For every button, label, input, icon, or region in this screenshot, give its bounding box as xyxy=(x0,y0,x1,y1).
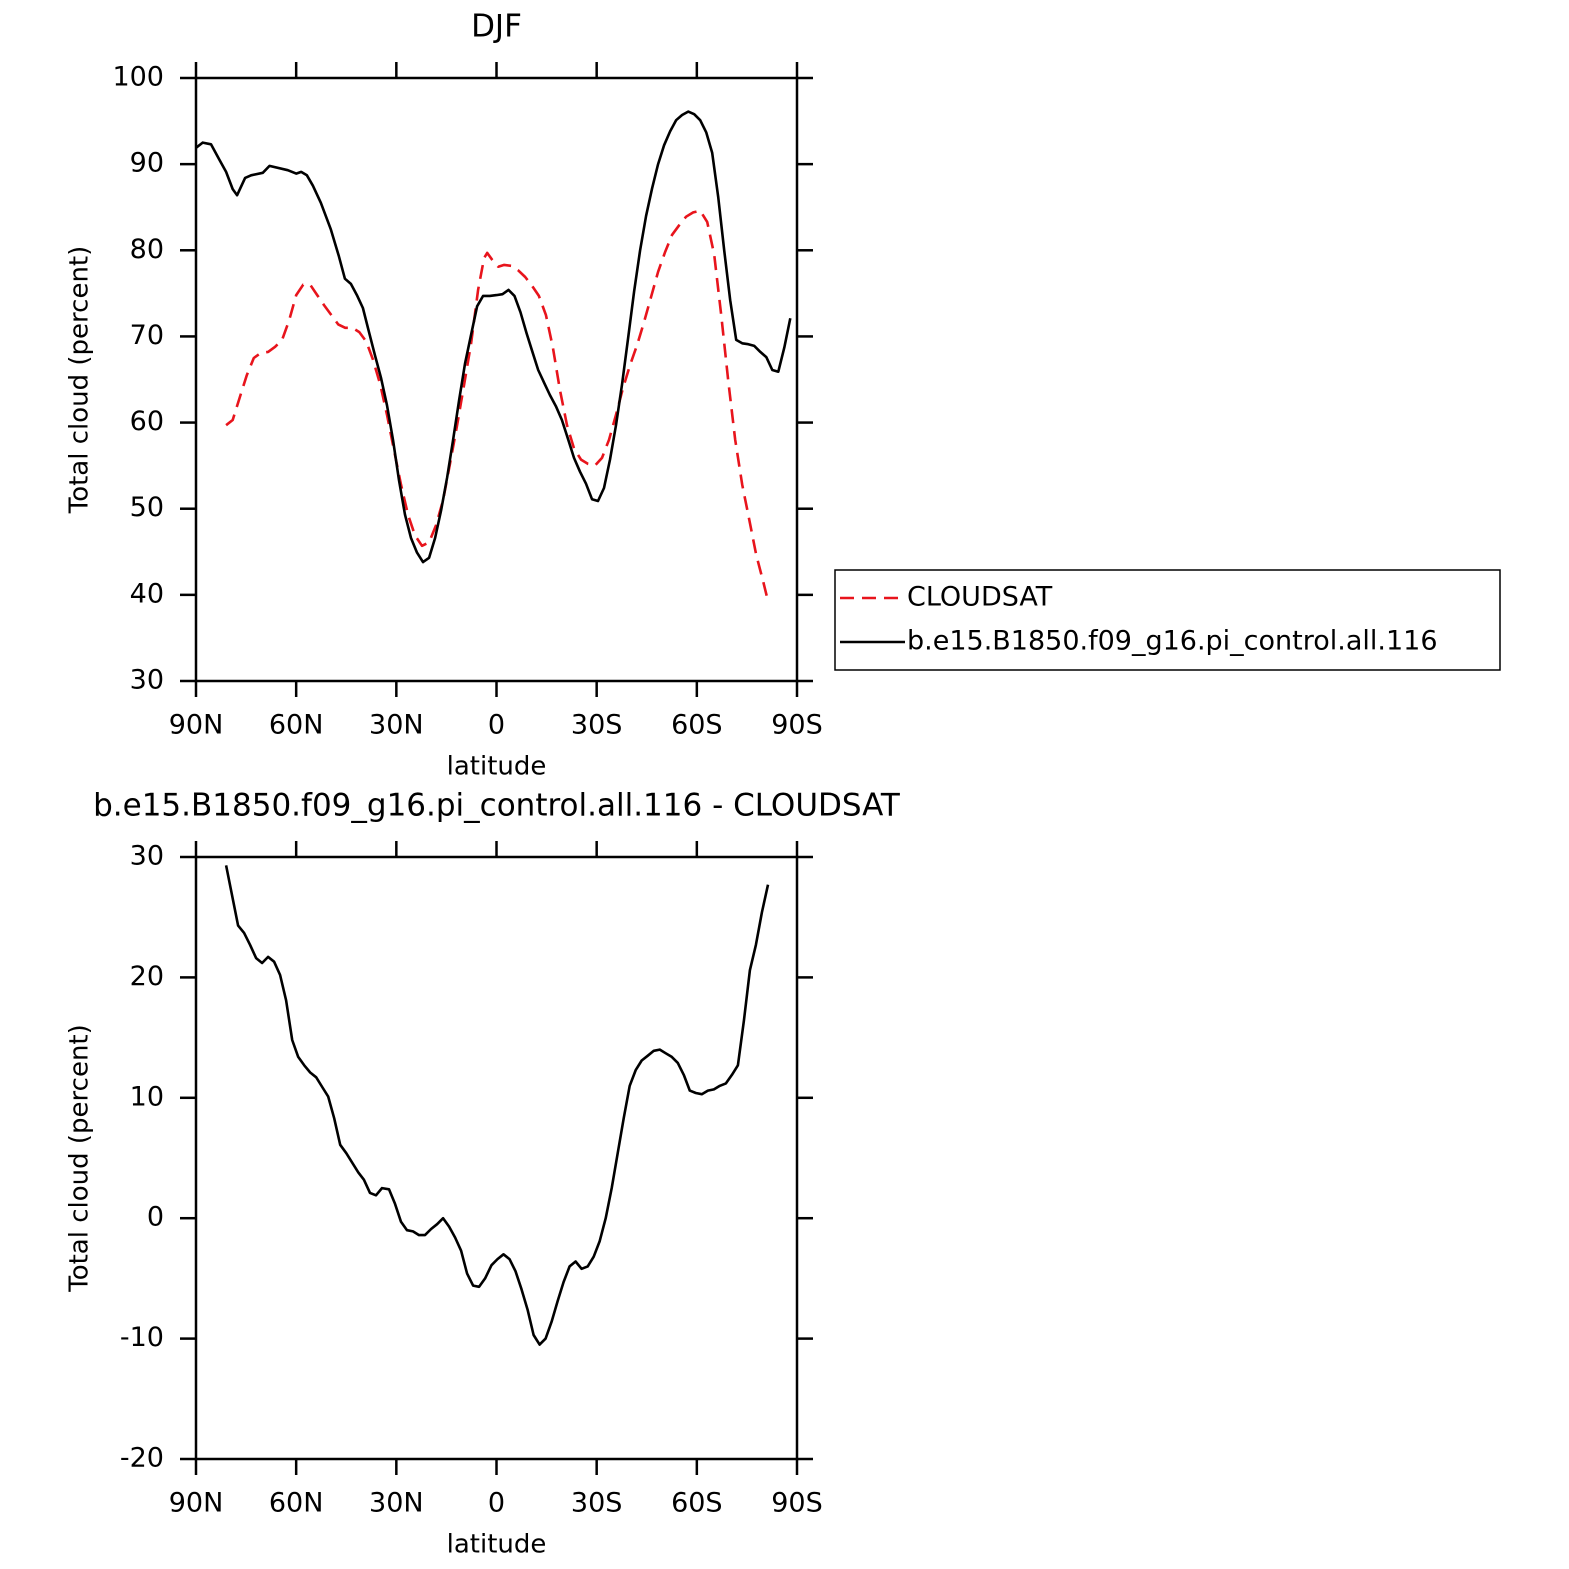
y-tick-label: 20 xyxy=(130,961,164,992)
legend-box xyxy=(834,569,1501,671)
y-tick-label: 70 xyxy=(130,320,164,351)
legend-label: b.e15.B1850.f09_g16.pi_control.all.116 xyxy=(907,626,1438,657)
data-line xyxy=(195,110,792,564)
chart-title: b.e15.B1850.f09_g16.pi_control.all.116 -… xyxy=(93,788,901,824)
data-line xyxy=(224,865,770,1346)
y-tick-label: 10 xyxy=(130,1081,164,1112)
y-tick-label: 0 xyxy=(147,1202,164,1233)
x-tick-label: 60S xyxy=(671,1488,723,1519)
y-tick-label: 80 xyxy=(130,234,164,265)
plot-frame xyxy=(194,855,799,1461)
x-tick-label: 60S xyxy=(671,710,723,741)
y-tick-label: 30 xyxy=(130,841,164,872)
x-tick-label: 30N xyxy=(369,1488,424,1519)
x-tick-label: 60N xyxy=(269,710,324,741)
x-tick-label: 30S xyxy=(571,710,623,741)
plot-frame xyxy=(194,76,799,683)
y-axis-label: Total cloud (percent) xyxy=(65,1024,95,1293)
chart-title: DJF xyxy=(471,9,522,45)
x-axis-label: latitude xyxy=(447,752,547,782)
x-axis-label: latitude xyxy=(447,1530,547,1560)
y-tick-label: -20 xyxy=(120,1443,164,1474)
y-tick-label: 90 xyxy=(130,148,164,179)
x-tick-label: 60N xyxy=(269,1488,324,1519)
data-line xyxy=(225,209,769,599)
y-tick-label: 30 xyxy=(130,665,164,696)
y-tick-label: 60 xyxy=(130,406,164,437)
legend-label: CLOUDSAT xyxy=(907,582,1053,613)
y-tick-label: 40 xyxy=(130,578,164,609)
x-tick-label: 90N xyxy=(169,1488,224,1519)
y-tick-label: -10 xyxy=(120,1322,164,1353)
x-tick-label: 0 xyxy=(488,1488,505,1519)
x-tick-label: 90S xyxy=(771,710,823,741)
x-tick-label: 0 xyxy=(488,710,505,741)
x-tick-label: 90S xyxy=(771,1488,823,1519)
x-tick-label: 30N xyxy=(369,710,424,741)
y-axis-label: Total cloud (percent) xyxy=(65,246,95,515)
x-tick-label: 30S xyxy=(571,1488,623,1519)
y-tick-label: 100 xyxy=(112,62,164,93)
y-tick-label: 50 xyxy=(130,492,164,523)
x-tick-label: 90N xyxy=(169,710,224,741)
